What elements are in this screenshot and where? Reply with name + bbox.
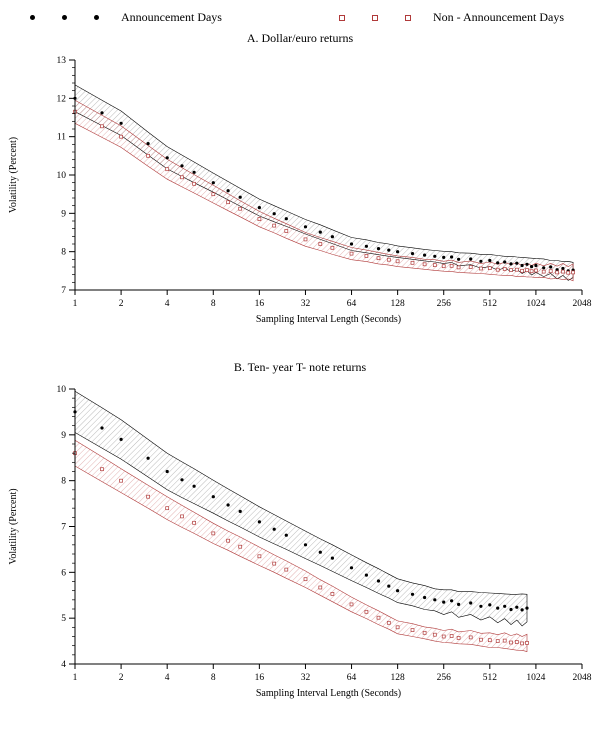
svg-text:1024: 1024	[526, 673, 545, 683]
svg-text:6: 6	[61, 568, 66, 578]
legend-label-announcement: Announcement Days	[121, 10, 222, 24]
svg-text:2: 2	[119, 299, 124, 309]
dot-marker-icon	[62, 15, 67, 20]
square-marker-icon	[372, 14, 379, 21]
svg-text:4: 4	[61, 660, 66, 670]
square-marker-icon	[405, 14, 412, 21]
svg-text:10: 10	[57, 171, 67, 181]
svg-text:9: 9	[61, 209, 66, 219]
svg-text:Volatility (Percent): Volatility (Percent)	[8, 488, 19, 564]
panel-a-title: A. Dollar/euro returns	[246, 31, 354, 45]
svg-text:64: 64	[347, 299, 357, 309]
svg-text:4: 4	[165, 673, 170, 683]
svg-text:2048: 2048	[573, 673, 592, 683]
svg-text:64: 64	[347, 673, 357, 683]
svg-text:2048: 2048	[573, 299, 592, 309]
svg-text:7: 7	[61, 286, 66, 296]
legend-item-non-announcement: Non - Announcement Days	[339, 10, 564, 25]
panel-b-title: B. Ten- year T- note returns	[233, 360, 367, 374]
svg-text:256: 256	[437, 673, 452, 683]
svg-text:Sampling Interval Length (Seco: Sampling Interval Length (Seconds)	[256, 314, 401, 325]
svg-text:13: 13	[57, 56, 67, 66]
svg-text:512: 512	[483, 299, 498, 309]
svg-text:11: 11	[57, 133, 66, 143]
svg-text:32: 32	[301, 673, 311, 683]
svg-text:8: 8	[61, 248, 66, 258]
panel-a: A. Dollar/euro returns 7 8 9 10 11 12 13 1 2 4 8 16…	[0, 31, 600, 346]
svg-text:512: 512	[483, 673, 498, 683]
panel-b: B. Ten- year T- note returns 4 5 6 7 8 9 10 1 2 4…	[0, 360, 600, 720]
svg-text:256: 256	[437, 299, 452, 309]
svg-text:Volatility (Percent): Volatility (Percent)	[8, 137, 19, 213]
legend-item-announcement: Announcement Days	[30, 10, 222, 25]
legend-label-non-announcement: Non - Announcement Days	[433, 10, 564, 24]
svg-text:16: 16	[255, 299, 265, 309]
dot-marker-icon	[30, 15, 35, 20]
svg-text:8: 8	[61, 477, 66, 487]
dot-marker-icon	[94, 15, 99, 20]
svg-text:8: 8	[211, 299, 216, 309]
svg-text:8: 8	[211, 673, 216, 683]
svg-text:7: 7	[61, 523, 66, 533]
legend: Announcement Days Non - Announcement Day…	[0, 0, 600, 25]
svg-text:128: 128	[391, 673, 406, 683]
svg-text:1: 1	[73, 673, 78, 683]
svg-text:16: 16	[255, 673, 265, 683]
square-marker-icon	[339, 14, 346, 21]
svg-text:10: 10	[57, 385, 67, 395]
panel-b-chart-canvas: 4 5 6 7 8 9 10 1 2 4 8 16 32 64 128 256 512 1024 2048 Sampl…	[8, 385, 592, 699]
svg-text:9: 9	[61, 431, 66, 441]
volatility-signature-figure: Announcement Days Non - Announcement Day…	[0, 0, 600, 720]
svg-text:128: 128	[391, 299, 406, 309]
svg-text:Sampling Interval Length (Seco: Sampling Interval Length (Seconds)	[256, 688, 401, 699]
svg-text:12: 12	[57, 94, 67, 104]
svg-text:1: 1	[73, 299, 78, 309]
svg-text:32: 32	[301, 299, 311, 309]
svg-text:1024: 1024	[526, 299, 545, 309]
svg-text:4: 4	[165, 299, 170, 309]
svg-text:2: 2	[119, 673, 124, 683]
non-announcement-markers	[339, 14, 412, 21]
svg-text:5: 5	[61, 614, 66, 624]
announcement-markers	[30, 15, 99, 20]
